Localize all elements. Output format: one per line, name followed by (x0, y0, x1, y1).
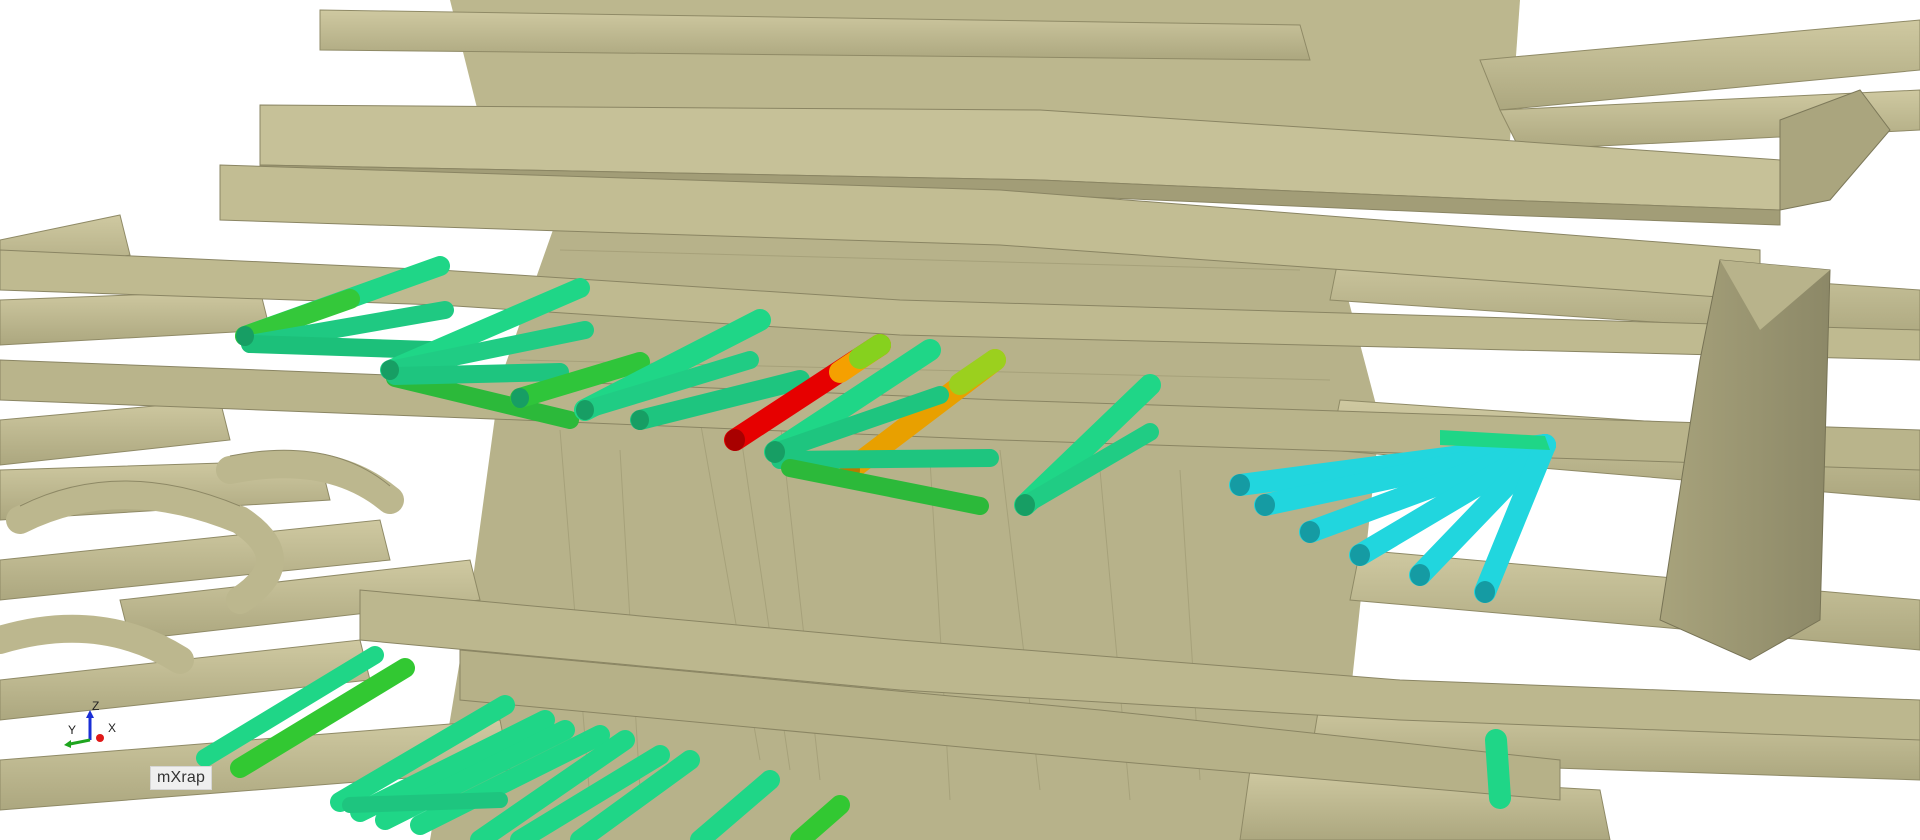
drives-left-loops (0, 450, 404, 674)
orientation-triad: Z Y X (62, 699, 126, 754)
axis-triad-icon (64, 710, 104, 748)
cable-bolts-middle (764, 339, 1161, 516)
y-axis-label: Y (68, 723, 77, 737)
cable-bolts-left (235, 256, 810, 430)
cable-bolts-lower (196, 646, 850, 840)
drives-main (0, 104, 1920, 801)
cable-fan-cyan (1229, 434, 1556, 603)
x-axis-label: X (108, 721, 117, 735)
mxrap-logo: mXrap (150, 766, 213, 790)
z-axis-label: Z (92, 699, 100, 713)
